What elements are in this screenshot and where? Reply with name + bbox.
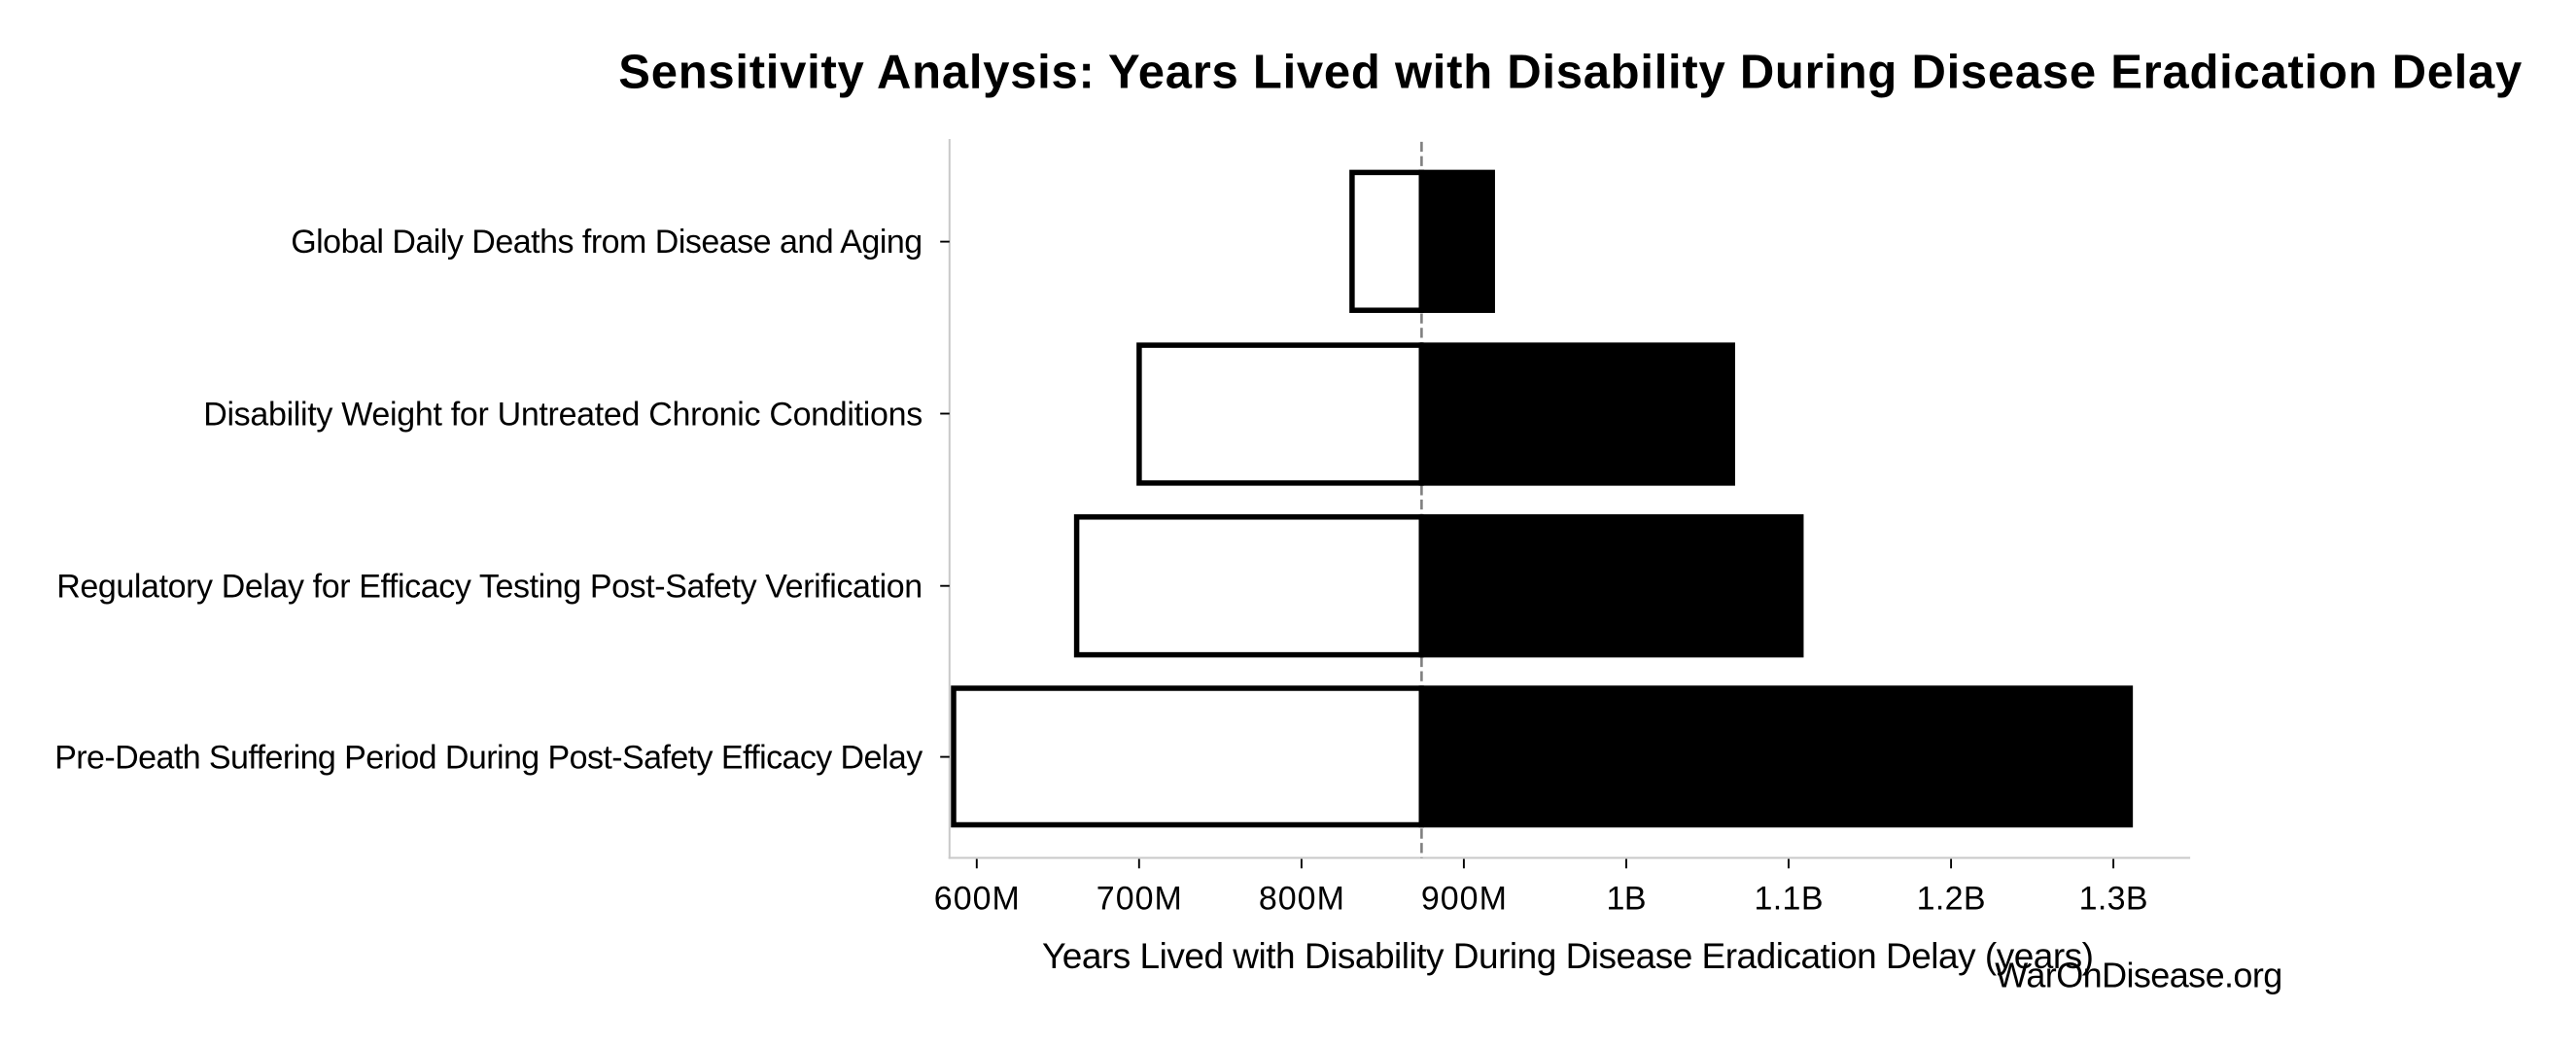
svg-text:600M: 600M [934, 880, 1020, 917]
svg-text:800M: 800M [1259, 880, 1344, 917]
svg-text:1.1B: 1.1B [1755, 880, 1824, 917]
svg-text:Regulatory Delay for Efficacy: Regulatory Delay for Efficacy Testing Po… [56, 569, 922, 606]
svg-text:Years Lived with Disability Du: Years Lived with Disability During Disea… [1042, 936, 2094, 976]
svg-text:1.3B: 1.3B [2079, 880, 2148, 917]
svg-text:900M: 900M [1421, 880, 1507, 917]
svg-text:Sensitivity Analysis: Years Li: Sensitivity Analysis: Years Lived with D… [618, 47, 2522, 99]
svg-text:1.2B: 1.2B [1917, 880, 1986, 917]
svg-text:WarOnDisease.org: WarOnDisease.org [1995, 955, 2282, 994]
svg-text:700M: 700M [1097, 880, 1182, 917]
svg-text:Disability Weight for Untreate: Disability Weight for Untreated Chronic … [203, 396, 922, 433]
svg-text:1B: 1B [1607, 880, 1647, 917]
svg-text:Global Daily Deaths from Disea: Global Daily Deaths from Disease and Agi… [291, 224, 922, 261]
svg-text:Pre-Death Suffering Period Dur: Pre-Death Suffering Period During Post-S… [54, 740, 922, 777]
